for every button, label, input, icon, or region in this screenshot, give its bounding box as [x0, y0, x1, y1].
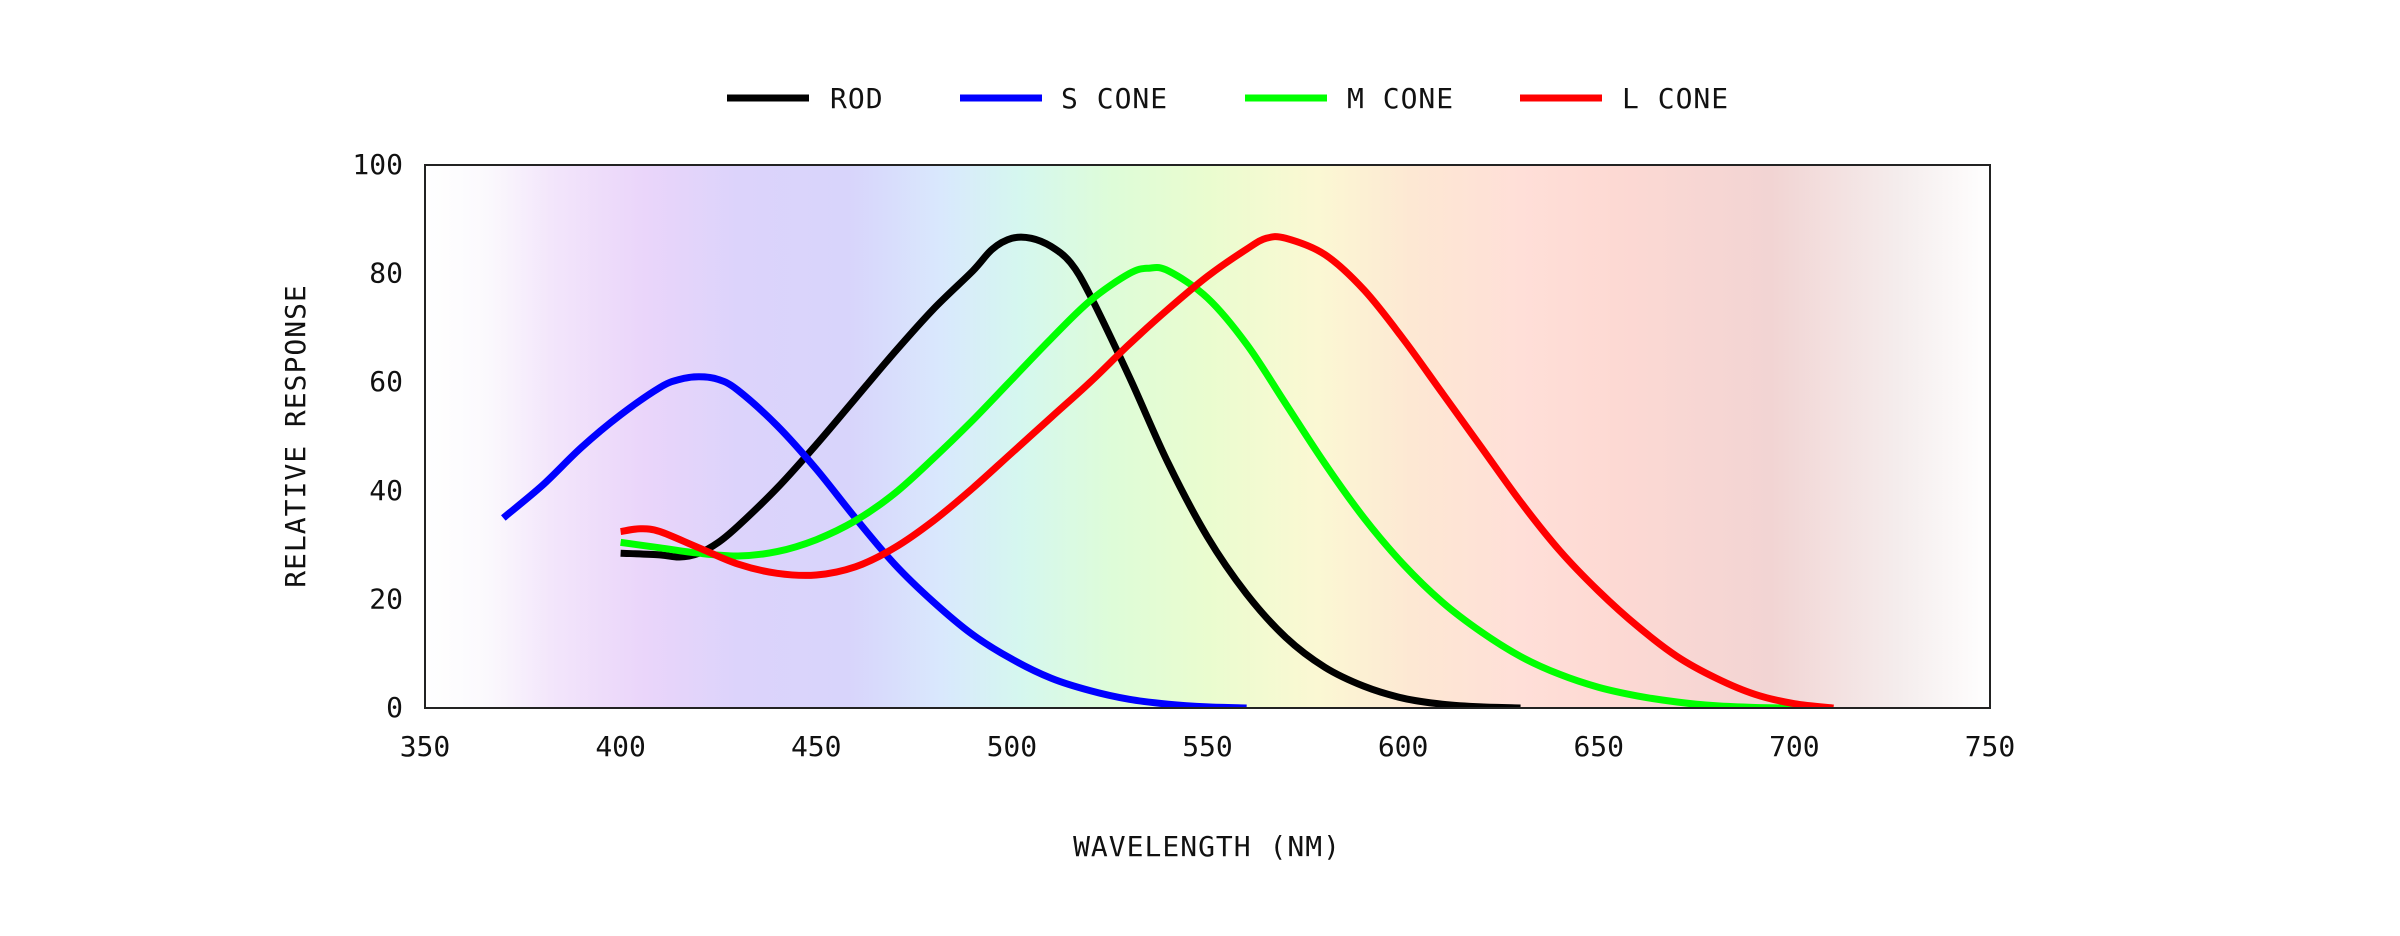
- x-tick-label-700: 700: [1769, 730, 1820, 763]
- legend-label-l-cone: L CONE: [1622, 82, 1729, 115]
- spectrum-background: [425, 165, 1990, 708]
- legend-label-m-cone: M CONE: [1347, 82, 1454, 115]
- y-tick-label-100: 100: [352, 148, 403, 181]
- y-tick-label-0: 0: [386, 691, 403, 724]
- x-tick-label-350: 350: [400, 730, 451, 763]
- legend-label-rod: ROD: [830, 82, 884, 115]
- plot-frame: [424, 164, 1991, 709]
- y-tick-label-80: 80: [369, 257, 403, 290]
- x-tick-label-650: 650: [1573, 730, 1624, 763]
- y-tick-label-20: 20: [369, 582, 403, 615]
- x-tick-label-500: 500: [987, 730, 1038, 763]
- series-line-s-cone: [501, 373, 1247, 708]
- y-axis-title: RELATIVE RESPONSE: [279, 284, 312, 588]
- y-tick-label-60: 60: [369, 365, 403, 398]
- x-tick-label-550: 550: [1182, 730, 1233, 763]
- x-tick-label-400: 400: [595, 730, 646, 763]
- x-tick-label-600: 600: [1378, 730, 1429, 763]
- legend-label-s-cone: S CONE: [1061, 82, 1168, 115]
- y-axis-ticks: 0 20 40 60 80 100: [352, 148, 403, 724]
- x-axis-ticks: 350 400 450 500 550 600 650 700 750: [400, 730, 2016, 763]
- series-line-l-cone: [620, 233, 1834, 708]
- x-tick-label-450: 450: [791, 730, 842, 763]
- legend: ROD S CONE M CONE L CONE: [727, 82, 1729, 115]
- y-tick-label-40: 40: [369, 474, 403, 507]
- x-tick-label-750: 750: [1965, 730, 2016, 763]
- series-line-rod: [620, 233, 1521, 708]
- series-layer: [501, 233, 1834, 708]
- x-axis-title: WAVELENGTH (NM): [1073, 830, 1341, 863]
